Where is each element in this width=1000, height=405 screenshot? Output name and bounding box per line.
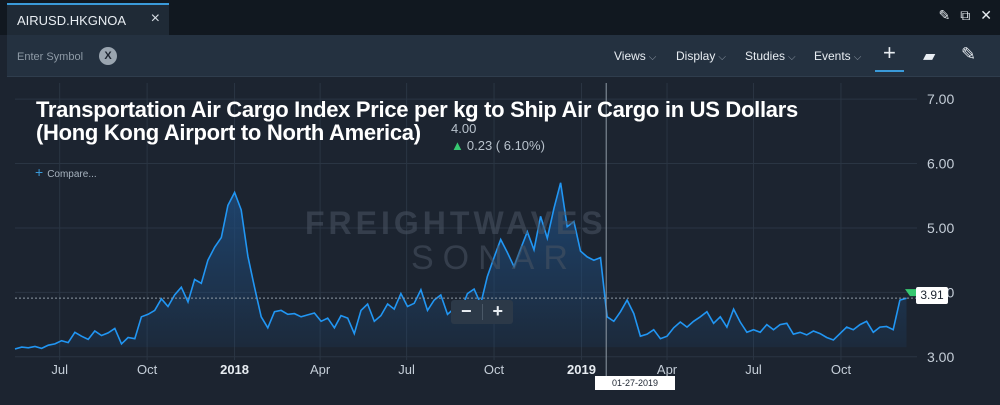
x-tick-label: Apr	[657, 362, 678, 377]
watermark-freightwaves: FREIGHTWAVES	[305, 205, 607, 241]
chart-area[interactable]: 7.00 6.00 5.00 4.00 3.00 Jul Oct 2018 Apr Jul Oct 2…	[7, 83, 1000, 405]
tab-symbol[interactable]: AIRUSD.HKGNOA ×	[7, 3, 169, 35]
clear-symbol-button[interactable]: X	[99, 47, 117, 65]
tab-label: AIRUSD.HKGNOA	[17, 13, 127, 28]
x-tick-label: 2018	[220, 362, 249, 377]
menu-display-label: Display	[676, 49, 716, 63]
close-tab-icon[interactable]: ×	[150, 10, 160, 27]
zoom-out-button[interactable]: −	[460, 301, 472, 321]
y-tick-label: 7.00	[927, 91, 954, 107]
crosshair-date-tag: 01-27-2019	[595, 376, 675, 390]
x-tick-label: Oct	[831, 362, 852, 377]
chart-title: Transportation Air Cargo Index Price per…	[36, 98, 916, 144]
x-tick-label: Jul	[745, 362, 762, 377]
compare-label: Compare...	[47, 169, 97, 180]
plus-icon: +	[35, 164, 44, 180]
compare-button[interactable]: + Compare...	[35, 164, 97, 180]
x-tick-label: Jul	[398, 362, 415, 377]
y-tick-label: 6.00	[927, 156, 954, 172]
chevron-down-icon: ⌵	[853, 52, 862, 63]
last-price: 4.00	[451, 121, 477, 136]
popout-icon[interactable]: ⧉	[960, 7, 971, 23]
chevron-down-icon: ⌵	[648, 52, 657, 63]
chevron-down-icon: ⌵	[788, 52, 796, 63]
chevron-down-icon: ⌵	[718, 52, 726, 63]
menu-events-label: Events	[814, 49, 851, 63]
chart-toolbar: X Views⌵ Display⌵ Studies⌵ Events⌵ + ▰ ✎	[7, 35, 1000, 77]
chart-title-line2: (Hong Kong Airport to North America)	[36, 120, 421, 145]
menu-events[interactable]: Events ⌵	[814, 49, 861, 63]
current-price-tag: 3.91	[916, 287, 948, 304]
zoom-in-button[interactable]: +	[492, 301, 503, 321]
crosshair-icon[interactable]: +	[875, 40, 904, 72]
x-tick-label: Apr	[310, 362, 331, 377]
menu-views-label: Views	[614, 49, 646, 63]
menu-views[interactable]: Views ⌵	[614, 49, 656, 63]
edit-icon[interactable]: ✎	[938, 7, 951, 23]
up-arrow-icon: ▲	[451, 138, 464, 153]
y-tick-label: 3.00	[927, 349, 954, 365]
menu-studies[interactable]: Studies ⌵	[745, 49, 796, 63]
chart-title-line1: Transportation Air Cargo Index Price per…	[36, 97, 798, 122]
close-window-icon[interactable]: ✕	[980, 7, 992, 23]
series-area	[15, 182, 907, 349]
draw-icon[interactable]: ✎	[961, 44, 977, 64]
zoom-control: − +	[451, 300, 513, 324]
x-tick-label: 2019	[567, 362, 596, 377]
comment-icon[interactable]: ▰	[923, 48, 936, 65]
y-tick-label: 5.00	[927, 220, 954, 236]
chart-svg[interactable]: 7.00 6.00 5.00 4.00 3.00 Jul Oct 2018 Apr Jul Oct 2…	[7, 83, 1000, 405]
price-change: ▲ 0.23 ( 6.10%)	[451, 138, 545, 153]
x-tick-label: Jul	[51, 362, 68, 377]
x-tick-label: Oct	[484, 362, 505, 377]
watermark-sonar: SONAR	[411, 239, 577, 277]
menu-display[interactable]: Display ⌵	[676, 49, 726, 63]
price-change-value: 0.23 ( 6.10%)	[466, 138, 545, 153]
x-tick-label: Oct	[137, 362, 158, 377]
zoom-divider	[481, 304, 483, 320]
menu-studies-label: Studies	[745, 49, 786, 63]
window-controls: ✎ ⧉ ✕	[939, 7, 992, 24]
window-topbar: AIRUSD.HKGNOA × ✎ ⧉ ✕	[0, 0, 1000, 35]
